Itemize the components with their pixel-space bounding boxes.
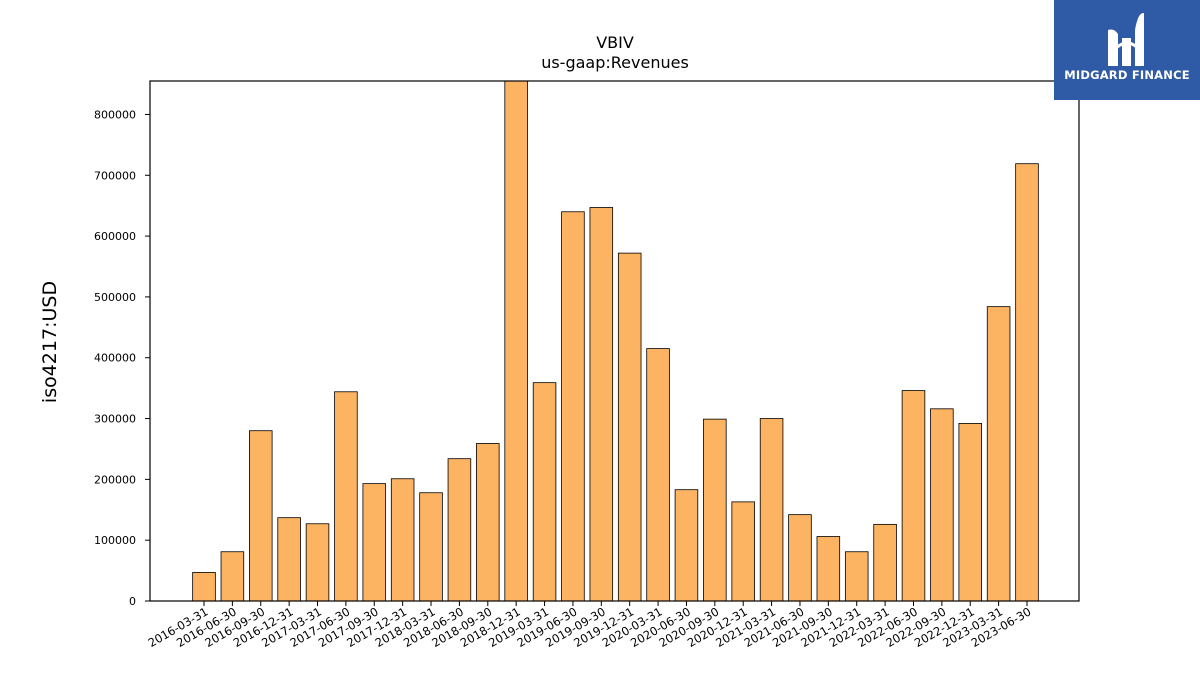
bar-2021-06-30 bbox=[788, 514, 812, 602]
bar-2023-03-31 bbox=[986, 306, 1011, 602]
bar-2017-12-31 bbox=[390, 478, 415, 602]
y-ticks-group: 0 100000 200000 300000 400000 500000 600000 700… bbox=[94, 108, 150, 608]
bar-2018-12-31 bbox=[504, 80, 528, 602]
bar-2022-03-31 bbox=[873, 523, 897, 602]
bar-2021-09-30 bbox=[816, 536, 841, 602]
y-tick-label: 0 bbox=[129, 595, 136, 608]
y-tick-label: 100000 bbox=[94, 534, 136, 547]
bar-2017-06-30 bbox=[334, 391, 358, 602]
plot-frame bbox=[149, 80, 1080, 602]
bar-2019-03-31 bbox=[532, 382, 557, 602]
y-tick-label: 800000 bbox=[94, 108, 136, 121]
y-tick-label: 300000 bbox=[94, 413, 136, 426]
bar-2021-12-31 bbox=[844, 551, 869, 602]
bar-2020-06-30 bbox=[674, 489, 699, 602]
bar-2019-09-30 bbox=[589, 207, 614, 602]
bar-2018-03-31 bbox=[419, 492, 443, 602]
logo-text: MIDGARD FINANCE bbox=[1064, 68, 1190, 82]
bar-2019-12-31 bbox=[617, 252, 642, 602]
midgard-logo-mark-icon bbox=[1108, 12, 1144, 66]
bar-2020-09-30 bbox=[703, 418, 727, 602]
bar-2018-09-30 bbox=[476, 443, 500, 602]
midgard-finance-logo: MIDGARD FINANCE bbox=[1054, 0, 1200, 100]
y-tick-label: 400000 bbox=[94, 352, 136, 365]
chart-title: VBIV bbox=[596, 33, 634, 52]
bar-2022-06-30 bbox=[901, 390, 926, 602]
y-tick-label: 600000 bbox=[94, 230, 136, 243]
chart-subtitle: us-gaap:Revenues bbox=[541, 53, 689, 72]
bar-2021-03-31 bbox=[759, 418, 784, 602]
y-tick-label: 700000 bbox=[94, 169, 136, 182]
bar-2016-09-30 bbox=[249, 430, 273, 602]
bar-2020-03-31 bbox=[646, 348, 670, 602]
bar-2022-12-31 bbox=[958, 423, 982, 602]
bar-2016-12-31 bbox=[277, 517, 301, 602]
bar-2023-06-30 bbox=[1015, 163, 1039, 602]
x-ticks-group: 2016-03-312016-06-302016-09-302016-12-31… bbox=[146, 601, 1034, 650]
y-axis-label: iso4217:USD bbox=[39, 281, 61, 403]
bar-2017-03-31 bbox=[305, 523, 330, 602]
bar-2017-09-30 bbox=[362, 483, 387, 602]
bar-2016-03-31 bbox=[192, 572, 216, 602]
y-tick-label: 500000 bbox=[94, 291, 136, 304]
bar-2016-06-30 bbox=[220, 551, 245, 602]
bars-group bbox=[192, 80, 1039, 602]
bar-2019-06-30 bbox=[561, 211, 585, 602]
bar-2022-09-30 bbox=[930, 408, 954, 602]
bar-2018-06-30 bbox=[447, 458, 472, 602]
y-tick-label: 200000 bbox=[94, 473, 136, 486]
bar-2020-12-31 bbox=[731, 501, 755, 602]
